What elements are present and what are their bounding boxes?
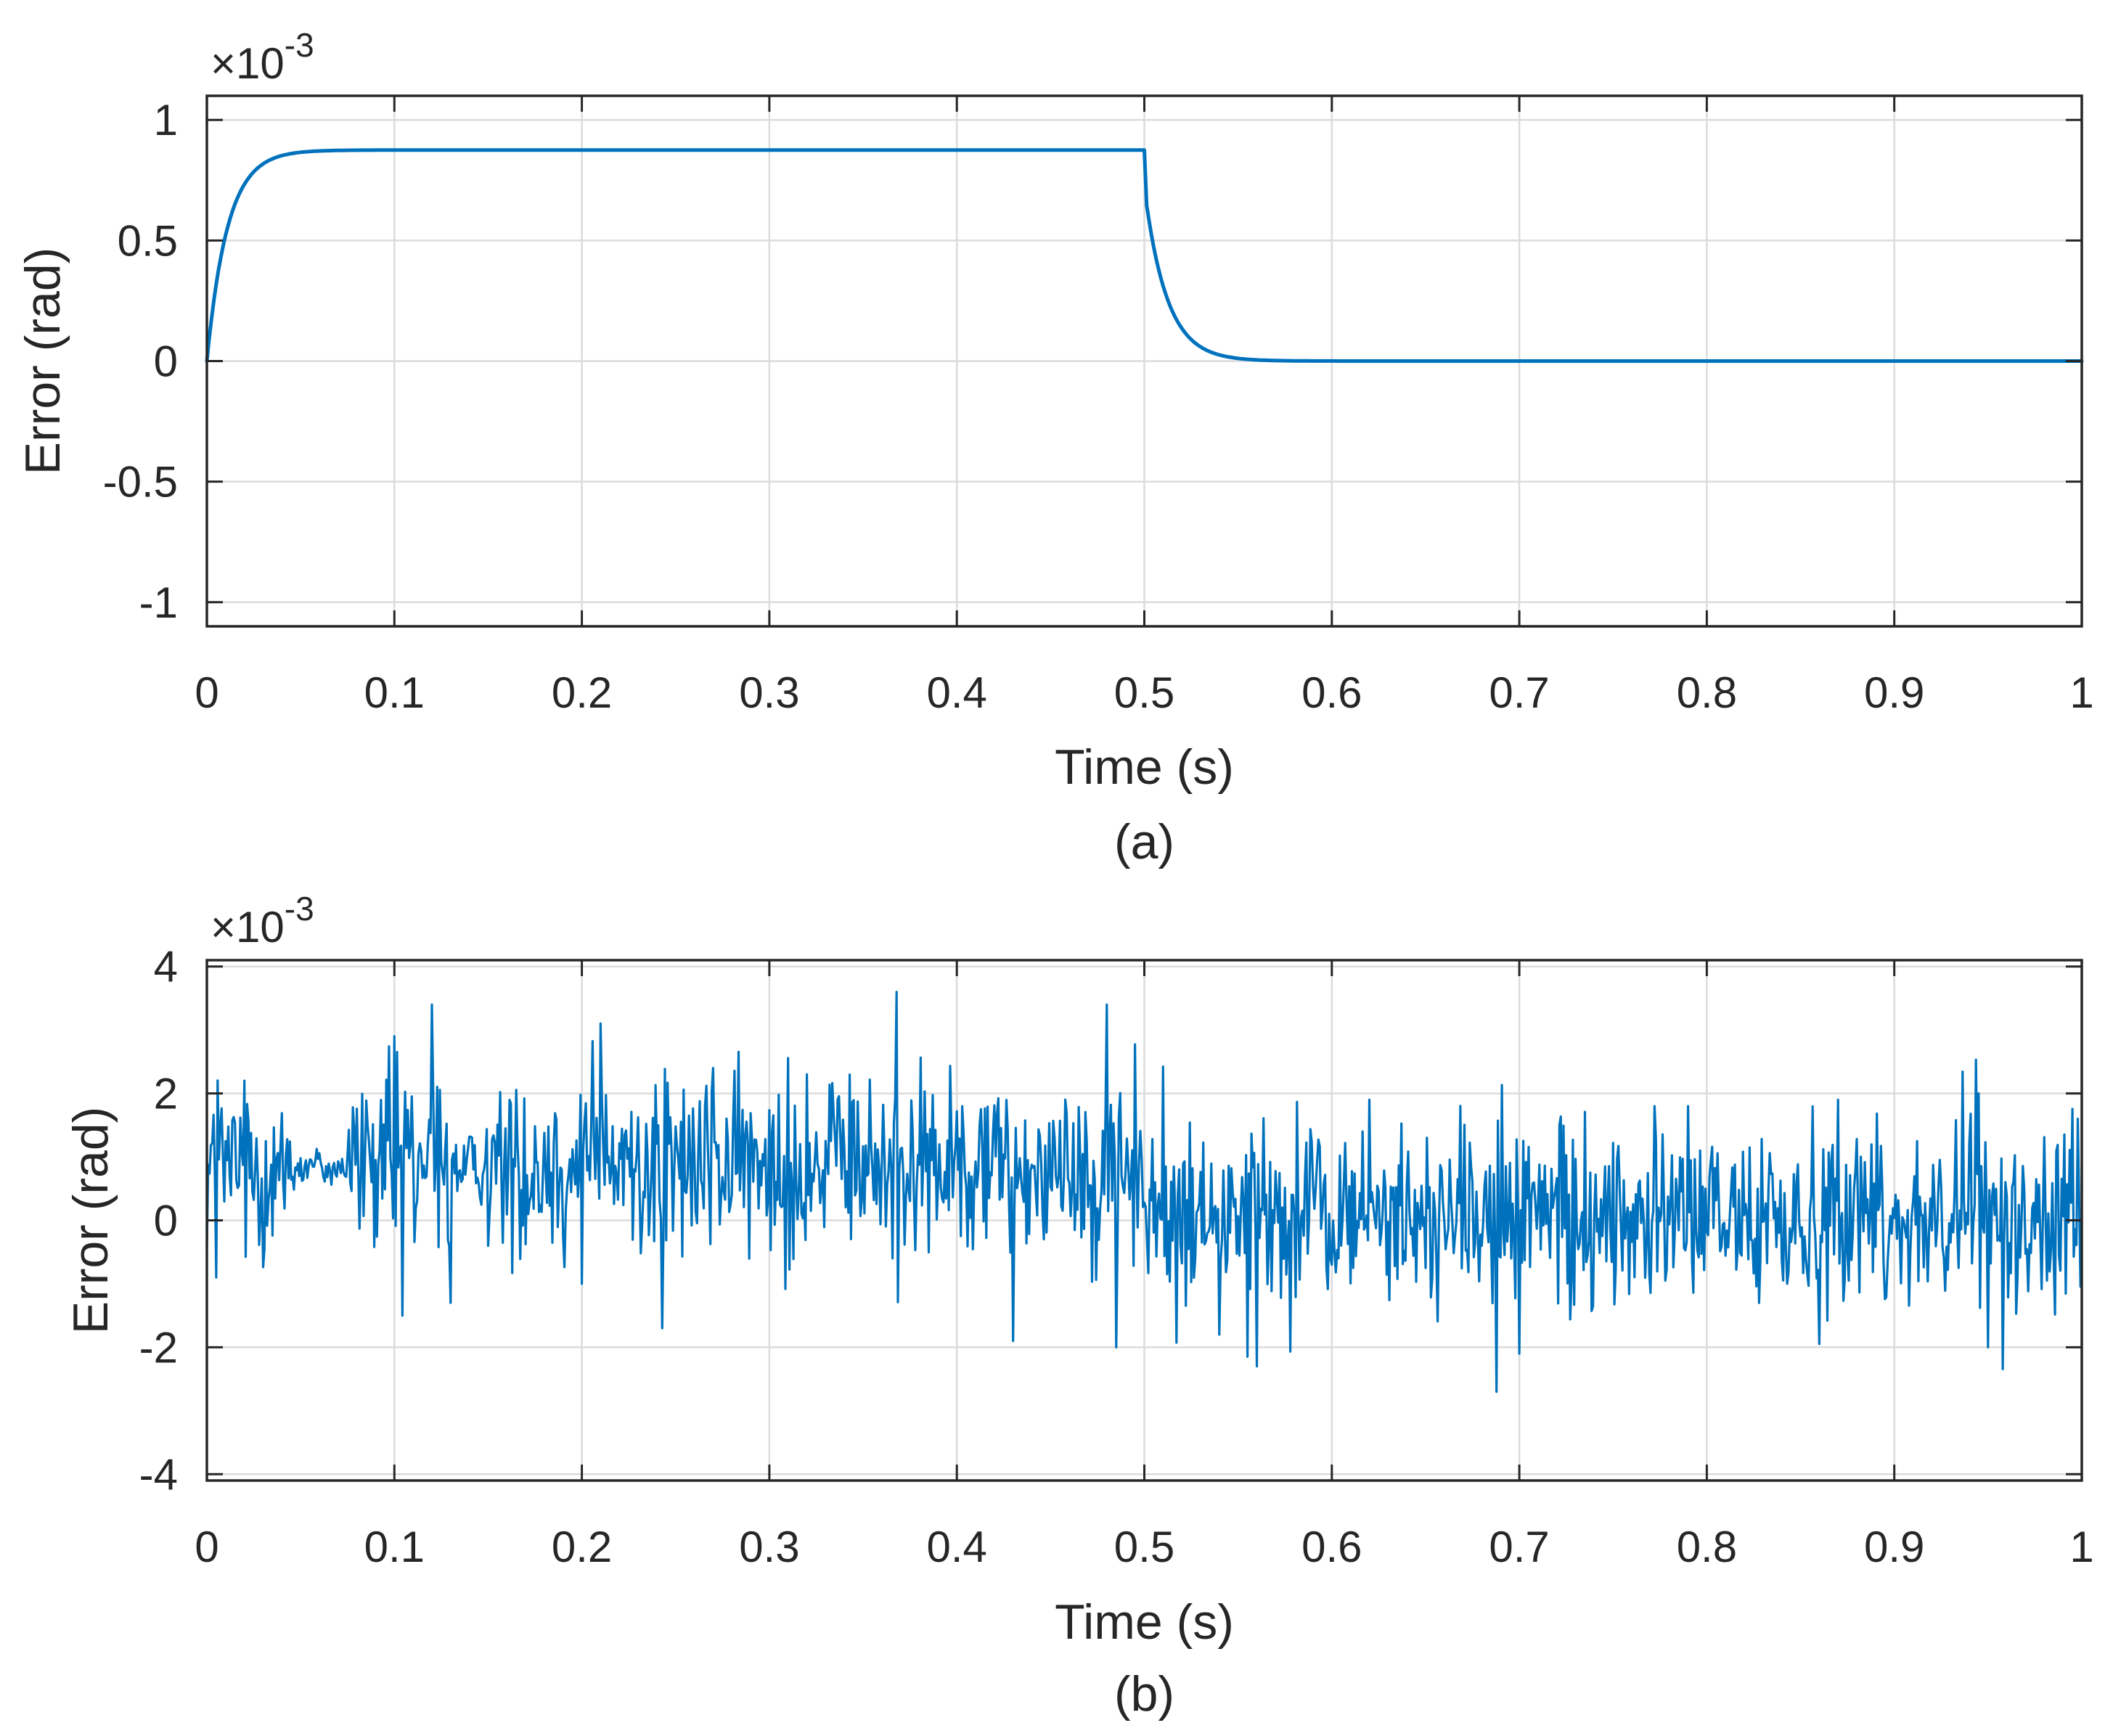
y-tick-label: -2	[139, 1323, 178, 1372]
y-exponent-base: ×10	[211, 39, 285, 88]
y-tick-label: 2	[154, 1070, 178, 1118]
panel-a: 0 0.1 0.2 0.3 0.4 0.5 0.6 0.7 0.8 0.9 1 -1 -0.5 0 0.5 1…	[15, 26, 2094, 869]
y-exponent-power: -3	[285, 26, 314, 64]
x-tick-label: 0.9	[1864, 1523, 1924, 1571]
x-tick-label: 0.1	[364, 668, 425, 717]
x-tick-label: 0.5	[1114, 1523, 1174, 1571]
y-tick-label: 0	[154, 337, 178, 386]
y-tick-label: 4	[154, 943, 178, 991]
x-tick-label: 0.7	[1489, 668, 1549, 717]
y-exponent-power: -3	[285, 890, 314, 928]
y-axis-label: Error (rad)	[63, 1107, 118, 1335]
x-axis-label: Time (s)	[1055, 740, 1234, 795]
x-tick-label: 0.3	[739, 1523, 799, 1571]
x-tick-label: 0.6	[1301, 668, 1362, 717]
x-tick-label: 0.4	[926, 668, 986, 717]
panel-caption: (a)	[1114, 814, 1174, 869]
x-tick-label: 0.1	[364, 1523, 425, 1571]
x-tick-label: 0.3	[739, 668, 799, 717]
x-tick-label: 0.2	[552, 1523, 612, 1571]
y-tick-label: -1	[139, 578, 178, 627]
x-tick-label: 0.2	[552, 668, 612, 717]
y-tick-label: 0.5	[118, 216, 178, 265]
x-tick-label: 0.5	[1114, 668, 1174, 717]
x-tick-label: 0.8	[1677, 668, 1737, 717]
x-axis-label: Time (s)	[1055, 1594, 1234, 1650]
x-tick-label: 0	[195, 668, 218, 717]
y-exponent-label: ×10-3	[211, 26, 314, 88]
x-tick-label: 0	[195, 1523, 218, 1571]
x-tick-label: 0.7	[1489, 1523, 1549, 1571]
x-tick-label: 1	[2069, 668, 2093, 717]
x-tick-label: 1	[2069, 1523, 2093, 1571]
series-line-error	[205, 991, 2083, 1393]
panel-caption: (b)	[1114, 1666, 1174, 1721]
x-tick-label: 0.8	[1677, 1523, 1737, 1571]
y-tick-label: 1	[154, 96, 178, 144]
y-exponent-base: ×10	[211, 903, 285, 951]
y-axis-label: Error (rad)	[15, 247, 70, 475]
x-tick-label: 0.9	[1864, 668, 1924, 717]
x-tick-label: 0.4	[926, 1523, 986, 1571]
x-tick-label: 0.6	[1301, 1523, 1362, 1571]
panel-b: 0 0.1 0.2 0.3 0.4 0.5 0.6 0.7 0.8 0.9 1 -4 -2 0 2 4 ×10-…	[63, 890, 2094, 1721]
series-line-error	[205, 148, 2084, 363]
y-tick-label: -0.5	[103, 458, 178, 507]
y-exponent-label: ×10-3	[211, 890, 314, 951]
y-tick-label: 0	[154, 1197, 178, 1245]
y-tick-label: -4	[139, 1450, 178, 1499]
